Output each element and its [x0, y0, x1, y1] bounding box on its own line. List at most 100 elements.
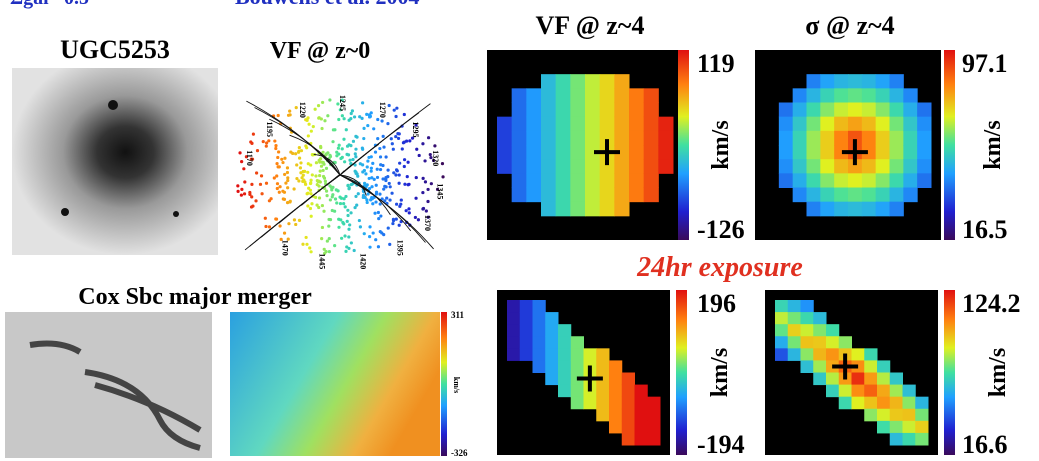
data-point [358, 219, 361, 222]
pixel [876, 74, 890, 89]
pixel [793, 103, 807, 118]
pixel [848, 188, 862, 203]
data-point [265, 145, 268, 148]
data-point [338, 144, 341, 147]
pixel [585, 74, 600, 89]
data-point [422, 207, 425, 210]
pixel [520, 324, 533, 337]
data-point [395, 203, 398, 206]
data-point [342, 138, 345, 141]
pixel [864, 409, 877, 422]
pixel [570, 88, 585, 103]
data-point [408, 211, 411, 214]
pixel [862, 117, 876, 132]
pixel [541, 188, 556, 203]
data-point [289, 150, 292, 153]
pixel [545, 348, 558, 361]
data-point [278, 224, 281, 227]
data-point [441, 175, 444, 178]
pixel [807, 159, 821, 174]
pixel [541, 173, 556, 188]
data-point [306, 204, 309, 207]
data-point [399, 203, 402, 206]
pixel [807, 74, 821, 89]
pixel [877, 385, 890, 398]
star [173, 211, 179, 217]
pixel [600, 117, 615, 132]
data-point [374, 200, 377, 203]
pixel [903, 385, 916, 398]
pixel [820, 202, 834, 217]
pixel [609, 397, 622, 410]
pixel [556, 188, 571, 203]
pixel [839, 385, 852, 398]
pixel [545, 373, 558, 386]
pixel [877, 421, 890, 434]
pixel [779, 173, 793, 188]
pixel [775, 312, 788, 325]
data-point [326, 151, 329, 154]
data-point [368, 177, 371, 180]
pixel [876, 131, 890, 146]
pixel [862, 159, 876, 174]
data-point [386, 169, 389, 172]
pixel [526, 131, 541, 146]
pixel [512, 188, 527, 203]
colorbar-unit: km/s [708, 120, 734, 169]
pixel [556, 173, 571, 188]
pixel [813, 348, 826, 361]
data-point [331, 209, 334, 212]
data-point [323, 119, 326, 122]
pixel [533, 348, 546, 361]
pixel [903, 173, 917, 188]
data-point [318, 174, 321, 177]
data-point [305, 236, 308, 239]
pixel [596, 348, 609, 361]
data-point [283, 198, 286, 201]
data-point [256, 149, 259, 152]
pixel [556, 74, 571, 89]
pixel [793, 117, 807, 132]
data-point [351, 158, 354, 161]
contour-label: 1345 [435, 183, 444, 199]
pixel [876, 202, 890, 217]
pixel [570, 117, 585, 132]
pixel [848, 88, 862, 103]
data-point [403, 183, 406, 186]
data-point [366, 165, 369, 168]
colorbar-unit: km/s [980, 120, 1006, 169]
contour-label: 1395 [396, 240, 405, 256]
contour-label: 1445 [318, 253, 327, 269]
pixel [585, 202, 600, 217]
pixel [890, 88, 904, 103]
pixel [541, 159, 556, 174]
data-point [250, 183, 253, 186]
data-point [403, 113, 406, 116]
pixel [556, 131, 571, 146]
galaxy-title: UGC5253 [60, 35, 170, 64]
data-point [312, 125, 315, 128]
data-point [361, 148, 364, 151]
pixel [801, 348, 814, 361]
data-point [287, 114, 290, 117]
pixel [629, 103, 644, 118]
pixel [917, 117, 931, 132]
data-point [289, 200, 292, 203]
data-point [304, 144, 307, 147]
pixel [622, 397, 635, 410]
data-point [284, 181, 287, 184]
data-point [298, 146, 301, 149]
pixel [596, 409, 609, 422]
pixel [644, 145, 659, 160]
data-point [310, 202, 313, 205]
data-point [315, 161, 318, 164]
data-point [349, 117, 352, 120]
vf-title: VF @ z~0 [270, 38, 371, 64]
data-point [390, 192, 393, 195]
data-point [294, 152, 297, 155]
pixel [915, 433, 928, 446]
data-point [329, 218, 332, 221]
data-point [348, 223, 351, 226]
pixel [801, 336, 814, 349]
pixel [903, 131, 917, 146]
